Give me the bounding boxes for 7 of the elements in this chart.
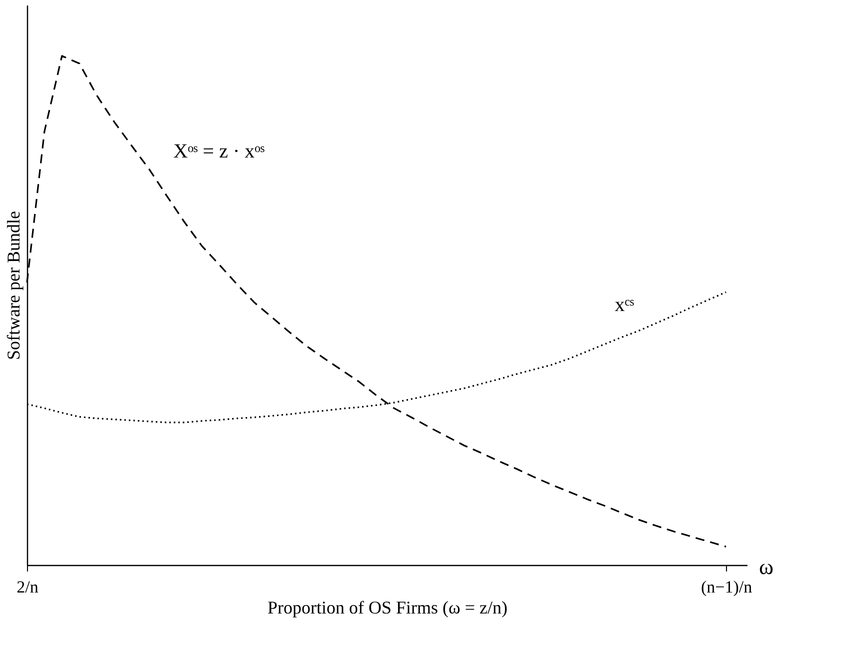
- y-axis-title: Software per Bundle: [4, 211, 24, 360]
- series-label: Xᵒˢ = z · xᵒˢ: [173, 140, 265, 162]
- text: ω: [759, 554, 774, 579]
- x-tick-label: (n−1)/n: [700, 578, 753, 596]
- x-tick-label: 2/n: [16, 578, 39, 596]
- x-axis-title: Proportion of OS Firms (ω = z/n): [268, 598, 508, 618]
- series-label: xᶜˢ: [614, 294, 634, 316]
